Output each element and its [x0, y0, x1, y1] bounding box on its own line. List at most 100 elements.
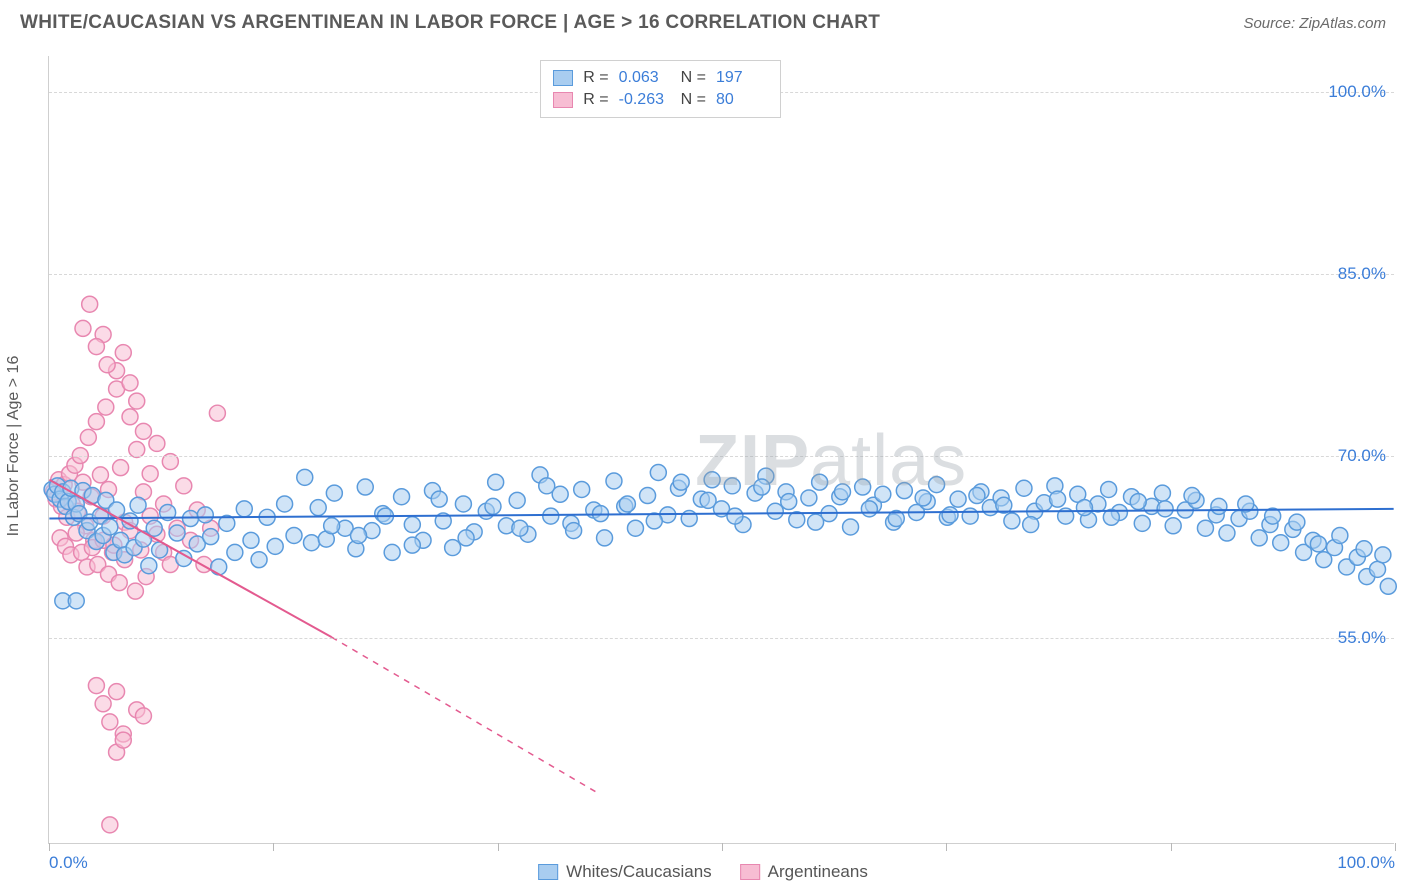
scatter-plot-svg: [49, 56, 1394, 843]
white-point: [310, 500, 326, 516]
white-point: [727, 508, 743, 524]
white-point: [929, 477, 945, 493]
r-value: -0.263: [619, 91, 671, 109]
argentinean-point: [111, 575, 127, 591]
argentineans-trend-line-extrapolated: [332, 637, 601, 794]
white-point: [1332, 527, 1348, 543]
argentinean-point: [209, 405, 225, 421]
white-point: [606, 473, 622, 489]
white-point: [834, 484, 850, 500]
argentinean-point: [135, 708, 151, 724]
legend-label: Argentineans: [768, 862, 868, 882]
argentinean-point: [176, 478, 192, 494]
white-point: [875, 486, 891, 502]
white-point: [1130, 494, 1146, 510]
white-point: [384, 544, 400, 560]
white-point: [767, 503, 783, 519]
argentinean-point: [92, 467, 108, 483]
white-point: [227, 544, 243, 560]
argentinean-point: [82, 296, 98, 312]
argentinean-point: [98, 399, 114, 415]
r-label: R =: [583, 69, 608, 87]
white-point: [236, 501, 252, 517]
argentinean-point: [95, 696, 111, 712]
gridline-h: [49, 456, 1394, 457]
x-tick: [946, 843, 947, 851]
white-point: [1165, 518, 1181, 534]
correlation-stats-box: R =0.063N =197R =-0.263N =80: [540, 60, 781, 118]
white-point: [812, 474, 828, 490]
white-point: [1134, 515, 1150, 531]
argentinean-point: [75, 320, 91, 336]
white-point: [130, 497, 146, 513]
white-point: [485, 498, 501, 514]
argentinean-point: [122, 409, 138, 425]
white-point: [146, 520, 162, 536]
argentinean-point: [127, 583, 143, 599]
x-tick: [49, 843, 50, 851]
white-point: [1273, 535, 1289, 551]
white-point: [169, 525, 185, 541]
white-point: [896, 483, 912, 499]
x-tick: [1171, 843, 1172, 851]
x-tick: [498, 843, 499, 851]
white-point: [512, 520, 528, 536]
argentinean-point: [115, 345, 131, 361]
white-point: [724, 478, 740, 494]
y-tick-label: 85.0%: [1338, 264, 1386, 284]
white-point: [942, 507, 958, 523]
white-point: [915, 490, 931, 506]
white-point: [700, 492, 716, 508]
white-point: [1197, 520, 1213, 536]
argentinean-point: [109, 684, 125, 700]
r-value: 0.063: [619, 69, 671, 87]
argentinean-point: [113, 460, 129, 476]
white-point: [781, 494, 797, 510]
legend-swatch-icon: [740, 864, 760, 880]
argentinean-point: [135, 423, 151, 439]
y-axis-label: In Labor Force | Age > 16: [5, 356, 23, 537]
white-point: [1154, 485, 1170, 501]
white-point: [1219, 525, 1235, 541]
y-tick-label: 70.0%: [1338, 446, 1386, 466]
white-point: [754, 479, 770, 495]
argentinean-point: [99, 357, 115, 373]
x-tick-label: 0.0%: [49, 853, 88, 873]
white-point: [1004, 513, 1020, 529]
white-point: [801, 490, 817, 506]
legend-label: Whites/Caucasians: [566, 862, 712, 882]
n-label: N =: [681, 91, 706, 109]
white-point: [1289, 514, 1305, 530]
white-point: [326, 485, 342, 501]
whites-swatch-icon: [553, 70, 573, 86]
white-point: [404, 537, 420, 553]
white-point: [286, 527, 302, 543]
n-value: 80: [716, 91, 768, 109]
white-point: [431, 491, 447, 507]
white-point: [574, 481, 590, 497]
white-point: [141, 558, 157, 574]
gridline-h: [49, 274, 1394, 275]
chart-title: WHITE/CAUCASIAN VS ARGENTINEAN IN LABOR …: [20, 12, 880, 34]
n-value: 197: [716, 69, 768, 87]
x-tick: [722, 843, 723, 851]
white-point: [566, 523, 582, 539]
white-point: [455, 496, 471, 512]
r-label: R =: [583, 91, 608, 109]
white-point: [243, 532, 259, 548]
white-point: [109, 502, 125, 518]
x-tick-label: 100.0%: [1337, 853, 1395, 873]
x-tick: [273, 843, 274, 851]
white-point: [1211, 498, 1227, 514]
argentinean-point: [142, 466, 158, 482]
white-point: [855, 479, 871, 495]
white-point: [543, 508, 559, 524]
white-point: [1380, 578, 1396, 594]
argentinean-point: [122, 375, 138, 391]
white-point: [277, 496, 293, 512]
y-tick-label: 55.0%: [1338, 628, 1386, 648]
white-point: [969, 488, 985, 504]
white-point: [646, 513, 662, 529]
white-point: [861, 501, 877, 517]
white-point: [445, 540, 461, 556]
